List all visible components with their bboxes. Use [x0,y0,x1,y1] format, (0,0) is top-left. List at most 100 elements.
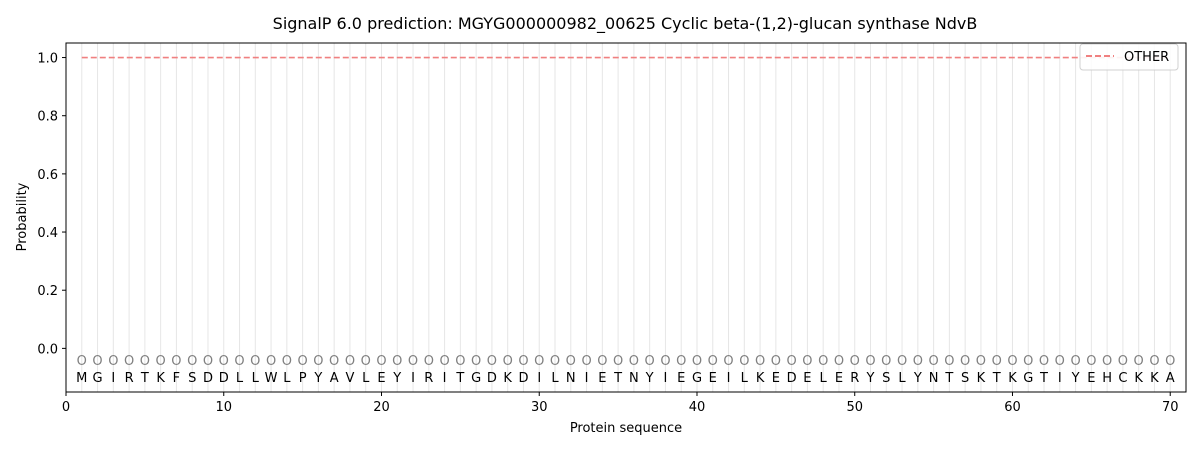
predicted-label: O [1134,354,1144,369]
chart-title: SignalP 6.0 prediction: MGYG000000982_00… [273,14,978,34]
predicted-label: O [865,354,875,369]
residue-letter: N [566,371,576,386]
predicted-label: O [487,354,497,369]
residue-letter: L [741,371,749,386]
predicted-label: O [928,354,938,369]
predicted-label: O [581,354,591,369]
residue-letter: T [992,371,1001,386]
predicted-label: O [818,354,828,369]
predicted-label: O [298,354,308,369]
residue-letter: Y [313,371,322,386]
predicted-label: O [723,354,733,369]
predicted-label: O [108,354,118,369]
residue-letter: G [692,371,702,386]
y-tick-label: 0.0 [37,342,58,357]
predicted-label: O [976,354,986,369]
residue-letter: E [803,371,811,386]
x-axis-title: Protein sequence [570,421,682,436]
x-tick-label: 10 [215,400,232,415]
residue-letter: R [424,371,433,386]
predicted-label: O [1070,354,1080,369]
residue-letter: L [362,371,370,386]
residue-letter: D [787,371,797,386]
x-tick-label: 50 [846,400,863,415]
residue-letter: I [585,371,589,386]
residue-letter: G [1023,371,1033,386]
residue-letter: D [203,371,213,386]
x-tick-label: 60 [1004,400,1021,415]
predicted-label: O [897,354,907,369]
predicted-label: O [913,354,923,369]
residue-letter: I [111,371,115,386]
predicted-label: O [850,354,860,369]
residue-letter: K [1134,371,1143,386]
predicted-label: O [140,354,150,369]
predicted-label: O [171,354,181,369]
residue-letter: K [977,371,986,386]
predicted-label: O [1007,354,1017,369]
predicted-label: O [550,354,560,369]
residue-letter: K [756,371,765,386]
predicted-label: O [392,354,402,369]
predicted-label: O [708,354,718,369]
residue-letter: A [1166,371,1175,386]
predicted-label: O [408,354,418,369]
predicted-label: O [282,354,292,369]
predicted-label: O [250,354,260,369]
residue-letter: P [299,371,307,386]
residue-letter: K [1008,371,1017,386]
predicted-label: O [187,354,197,369]
predicted-label: O [992,354,1002,369]
predicted-label: O [439,354,449,369]
x-tick-label: 30 [531,400,548,415]
predicted-label: O [92,354,102,369]
y-tick-label: 0.6 [37,168,58,183]
residue-letter: R [850,371,859,386]
residue-letter: S [188,371,196,386]
y-tick-label: 0.8 [37,110,58,125]
residue-letter: L [551,371,559,386]
predicted-label: O [1149,354,1159,369]
residue-letter: W [265,371,278,386]
predicted-label: O [692,354,702,369]
residue-letter: M [76,371,87,386]
predicted-label: O [739,354,749,369]
predicted-label: O [1086,354,1096,369]
residue-letter: I [443,371,447,386]
x-axis: 0 10 20 30 40 50 60 70 [62,392,1178,415]
y-tick-label: 0.4 [37,226,58,241]
residue-letter: Y [645,371,654,386]
predicted-label: O [834,354,844,369]
legend: OTHER [1079,43,1179,71]
y-axis-title: Probability [15,182,30,251]
residue-letter: K [1150,371,1159,386]
y-tick-label: 1.0 [37,52,58,67]
legend-box [1079,43,1179,71]
residue-letter: L [236,371,244,386]
residue-grid [81,43,1171,392]
x-tick-label: 0 [62,400,70,415]
residue-letter: T [613,371,622,386]
residue-letter: A [330,371,339,386]
residue-letter: E [709,371,717,386]
residue-letter: Y [913,371,922,386]
predicted-label: O [329,354,339,369]
predicted-label: O [960,354,970,369]
predicted-label: O [1023,354,1033,369]
residue-letter: T [140,371,149,386]
residue-letter: E [598,371,606,386]
predicted-label: O [771,354,781,369]
residue-letter: D [487,371,497,386]
residue-letter: Y [866,371,875,386]
predicted-label: O [787,354,797,369]
y-tick-label: 0.2 [37,284,58,299]
residue-letter: I [664,371,668,386]
residue-letter: E [835,371,843,386]
residue-letter: I [411,371,415,386]
predicted-label: O [755,354,765,369]
residue-letter: K [503,371,512,386]
predicted-label: O [266,354,276,369]
predicted-label: O [471,354,481,369]
predicted-label: O [944,354,954,369]
